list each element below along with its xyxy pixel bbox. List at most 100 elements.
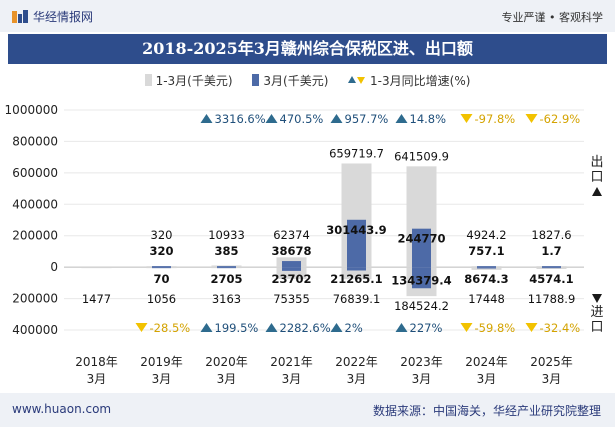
data-label-export-march: 38678 bbox=[271, 244, 311, 258]
x-tick-label-year: 2019年 bbox=[140, 355, 183, 369]
y-tick-label: 0 bbox=[50, 260, 58, 274]
top-bar: 华经情报网 专业严谨 • 客观科学 bbox=[0, 0, 615, 32]
bar-export-march bbox=[347, 219, 366, 268]
bar-export-march bbox=[412, 228, 431, 268]
x-tick-label-month: 3月 bbox=[412, 372, 432, 386]
export-label: 出口 bbox=[590, 155, 604, 185]
data-label-import-march: 70 bbox=[153, 272, 169, 286]
x-tick-label-month: 3月 bbox=[477, 372, 497, 386]
data-label-import-march: 2705 bbox=[210, 272, 242, 286]
bar-export-march bbox=[217, 266, 236, 268]
data-label-export-total: 4924.2 bbox=[466, 228, 506, 242]
data-label-import-march: 8674.3 bbox=[464, 272, 508, 286]
bar-import-march bbox=[347, 267, 366, 271]
growth-down-marker bbox=[525, 114, 538, 123]
x-tick-label-year: 2020年 bbox=[205, 355, 248, 369]
legend-swatch-march bbox=[252, 74, 260, 86]
growth-label-import: 199.5% bbox=[215, 321, 259, 335]
bar-import-march bbox=[542, 267, 561, 269]
legend-label-march: 3月(千美元) bbox=[263, 74, 329, 88]
import-label: 进口 bbox=[590, 305, 604, 335]
x-tick-label-month: 3月 bbox=[542, 372, 562, 386]
data-label-import-total: 76839.1 bbox=[333, 292, 381, 306]
legend-swatch-total bbox=[144, 74, 152, 86]
data-label-import-total: 1477 bbox=[82, 292, 111, 306]
data-label-import-total: 75355 bbox=[273, 292, 310, 306]
data-label-export-march: 385 bbox=[214, 244, 238, 258]
growth-label-export: 3316.6% bbox=[215, 112, 266, 126]
footer: www.huaon.com 数据来源：中国海关，华经产业研究院整理 bbox=[0, 393, 615, 427]
growth-label-export: 957.7% bbox=[345, 112, 389, 126]
data-label-import-march: 134379.4 bbox=[391, 273, 451, 287]
bar-import-march bbox=[217, 267, 236, 269]
data-label-export-march: 1.7 bbox=[541, 244, 561, 258]
data-label-import-total: 1056 bbox=[147, 292, 176, 306]
growth-label-export: -97.8% bbox=[475, 112, 516, 126]
growth-up-marker bbox=[265, 323, 278, 332]
growth-up-marker bbox=[395, 323, 408, 332]
x-tick-label-year: 2024年 bbox=[465, 355, 508, 369]
y-tick-label: 400000 bbox=[12, 197, 58, 211]
data-label-export-march: 244770 bbox=[397, 232, 445, 246]
x-tick-label-year: 2025年 bbox=[530, 355, 573, 369]
growth-up-marker bbox=[395, 114, 408, 123]
brand: 华经情报网 bbox=[12, 8, 93, 25]
bar-export-march bbox=[282, 261, 301, 268]
footer-site-link[interactable]: www.huaon.com bbox=[12, 402, 112, 416]
x-tick-label-year: 2021年 bbox=[270, 355, 313, 369]
x-tick-label-month: 3月 bbox=[152, 372, 172, 386]
data-label-import-total: 11788.9 bbox=[528, 292, 576, 306]
import-side-label: 进口 bbox=[589, 292, 605, 335]
title-bar: 2018-2025年3月赣州综合保税区进、出口额 bbox=[8, 34, 607, 64]
x-tick-label-month: 3月 bbox=[217, 372, 237, 386]
legend: 1-3月(千美元) 3月(千美元) 1-3月同比增速(%) bbox=[0, 72, 615, 89]
growth-up-marker bbox=[200, 114, 213, 123]
data-label-import-total: 3163 bbox=[212, 292, 241, 306]
growth-down-marker bbox=[460, 114, 473, 123]
growth-up-marker bbox=[330, 323, 343, 332]
growth-label-export: 470.5% bbox=[280, 112, 324, 126]
data-label-export-march: 757.1 bbox=[468, 244, 504, 258]
growth-label-export: -62.9% bbox=[540, 112, 581, 126]
legend-item-march: 3月(千美元) bbox=[252, 72, 328, 89]
arrow-up-icon bbox=[592, 187, 602, 196]
brand-name: 华经情报网 bbox=[33, 10, 94, 24]
bar-export-march bbox=[542, 266, 561, 268]
bar-import-total bbox=[471, 267, 502, 270]
growth-up-marker bbox=[200, 323, 213, 332]
data-label-export-total: 659719.7 bbox=[329, 146, 384, 160]
x-tick-label-year: 2023年 bbox=[400, 355, 443, 369]
data-label-import-total: 184524.2 bbox=[394, 299, 449, 313]
bar-import-march bbox=[477, 267, 496, 269]
bar-import-march bbox=[152, 267, 171, 269]
growth-label-import: -28.5% bbox=[150, 321, 191, 335]
growth-down-marker bbox=[460, 323, 473, 332]
bar-import-total bbox=[276, 267, 307, 279]
y-tick-label: 600000 bbox=[12, 166, 58, 180]
growth-label-export: 14.8% bbox=[410, 112, 447, 126]
bar-import-total bbox=[81, 267, 112, 269]
growth-down-marker bbox=[525, 323, 538, 332]
growth-label-import: 2282.6% bbox=[280, 321, 331, 335]
data-label-import-march: 4574.1 bbox=[529, 272, 573, 286]
x-tick-label-month: 3月 bbox=[282, 372, 302, 386]
bar-import-march bbox=[412, 267, 431, 289]
growth-up-marker bbox=[265, 114, 278, 123]
chart-title: 2018-2025年3月赣州综合保税区进、出口额 bbox=[142, 39, 473, 58]
bar-import-march bbox=[282, 267, 301, 271]
growth-down-marker bbox=[135, 323, 148, 332]
x-tick-label-month: 3月 bbox=[347, 372, 367, 386]
growth-up-marker bbox=[330, 114, 343, 123]
legend-item-total: 1-3月(千美元) bbox=[144, 72, 233, 89]
growth-label-import: 227% bbox=[410, 321, 443, 335]
legend-label-growth: 1-3月同比增速(%) bbox=[370, 74, 471, 88]
data-label-export-total: 1827.6 bbox=[531, 228, 571, 242]
data-label-import-march: 23702 bbox=[271, 272, 311, 286]
data-label-export-total: 10933 bbox=[208, 228, 245, 242]
data-label-export-march: 320 bbox=[149, 244, 173, 258]
y-tick-label: 400000 bbox=[12, 323, 58, 337]
data-label-export-total: 320 bbox=[151, 228, 173, 242]
bar-export-march bbox=[152, 266, 171, 268]
legend-up-triangle-icon bbox=[348, 76, 357, 83]
